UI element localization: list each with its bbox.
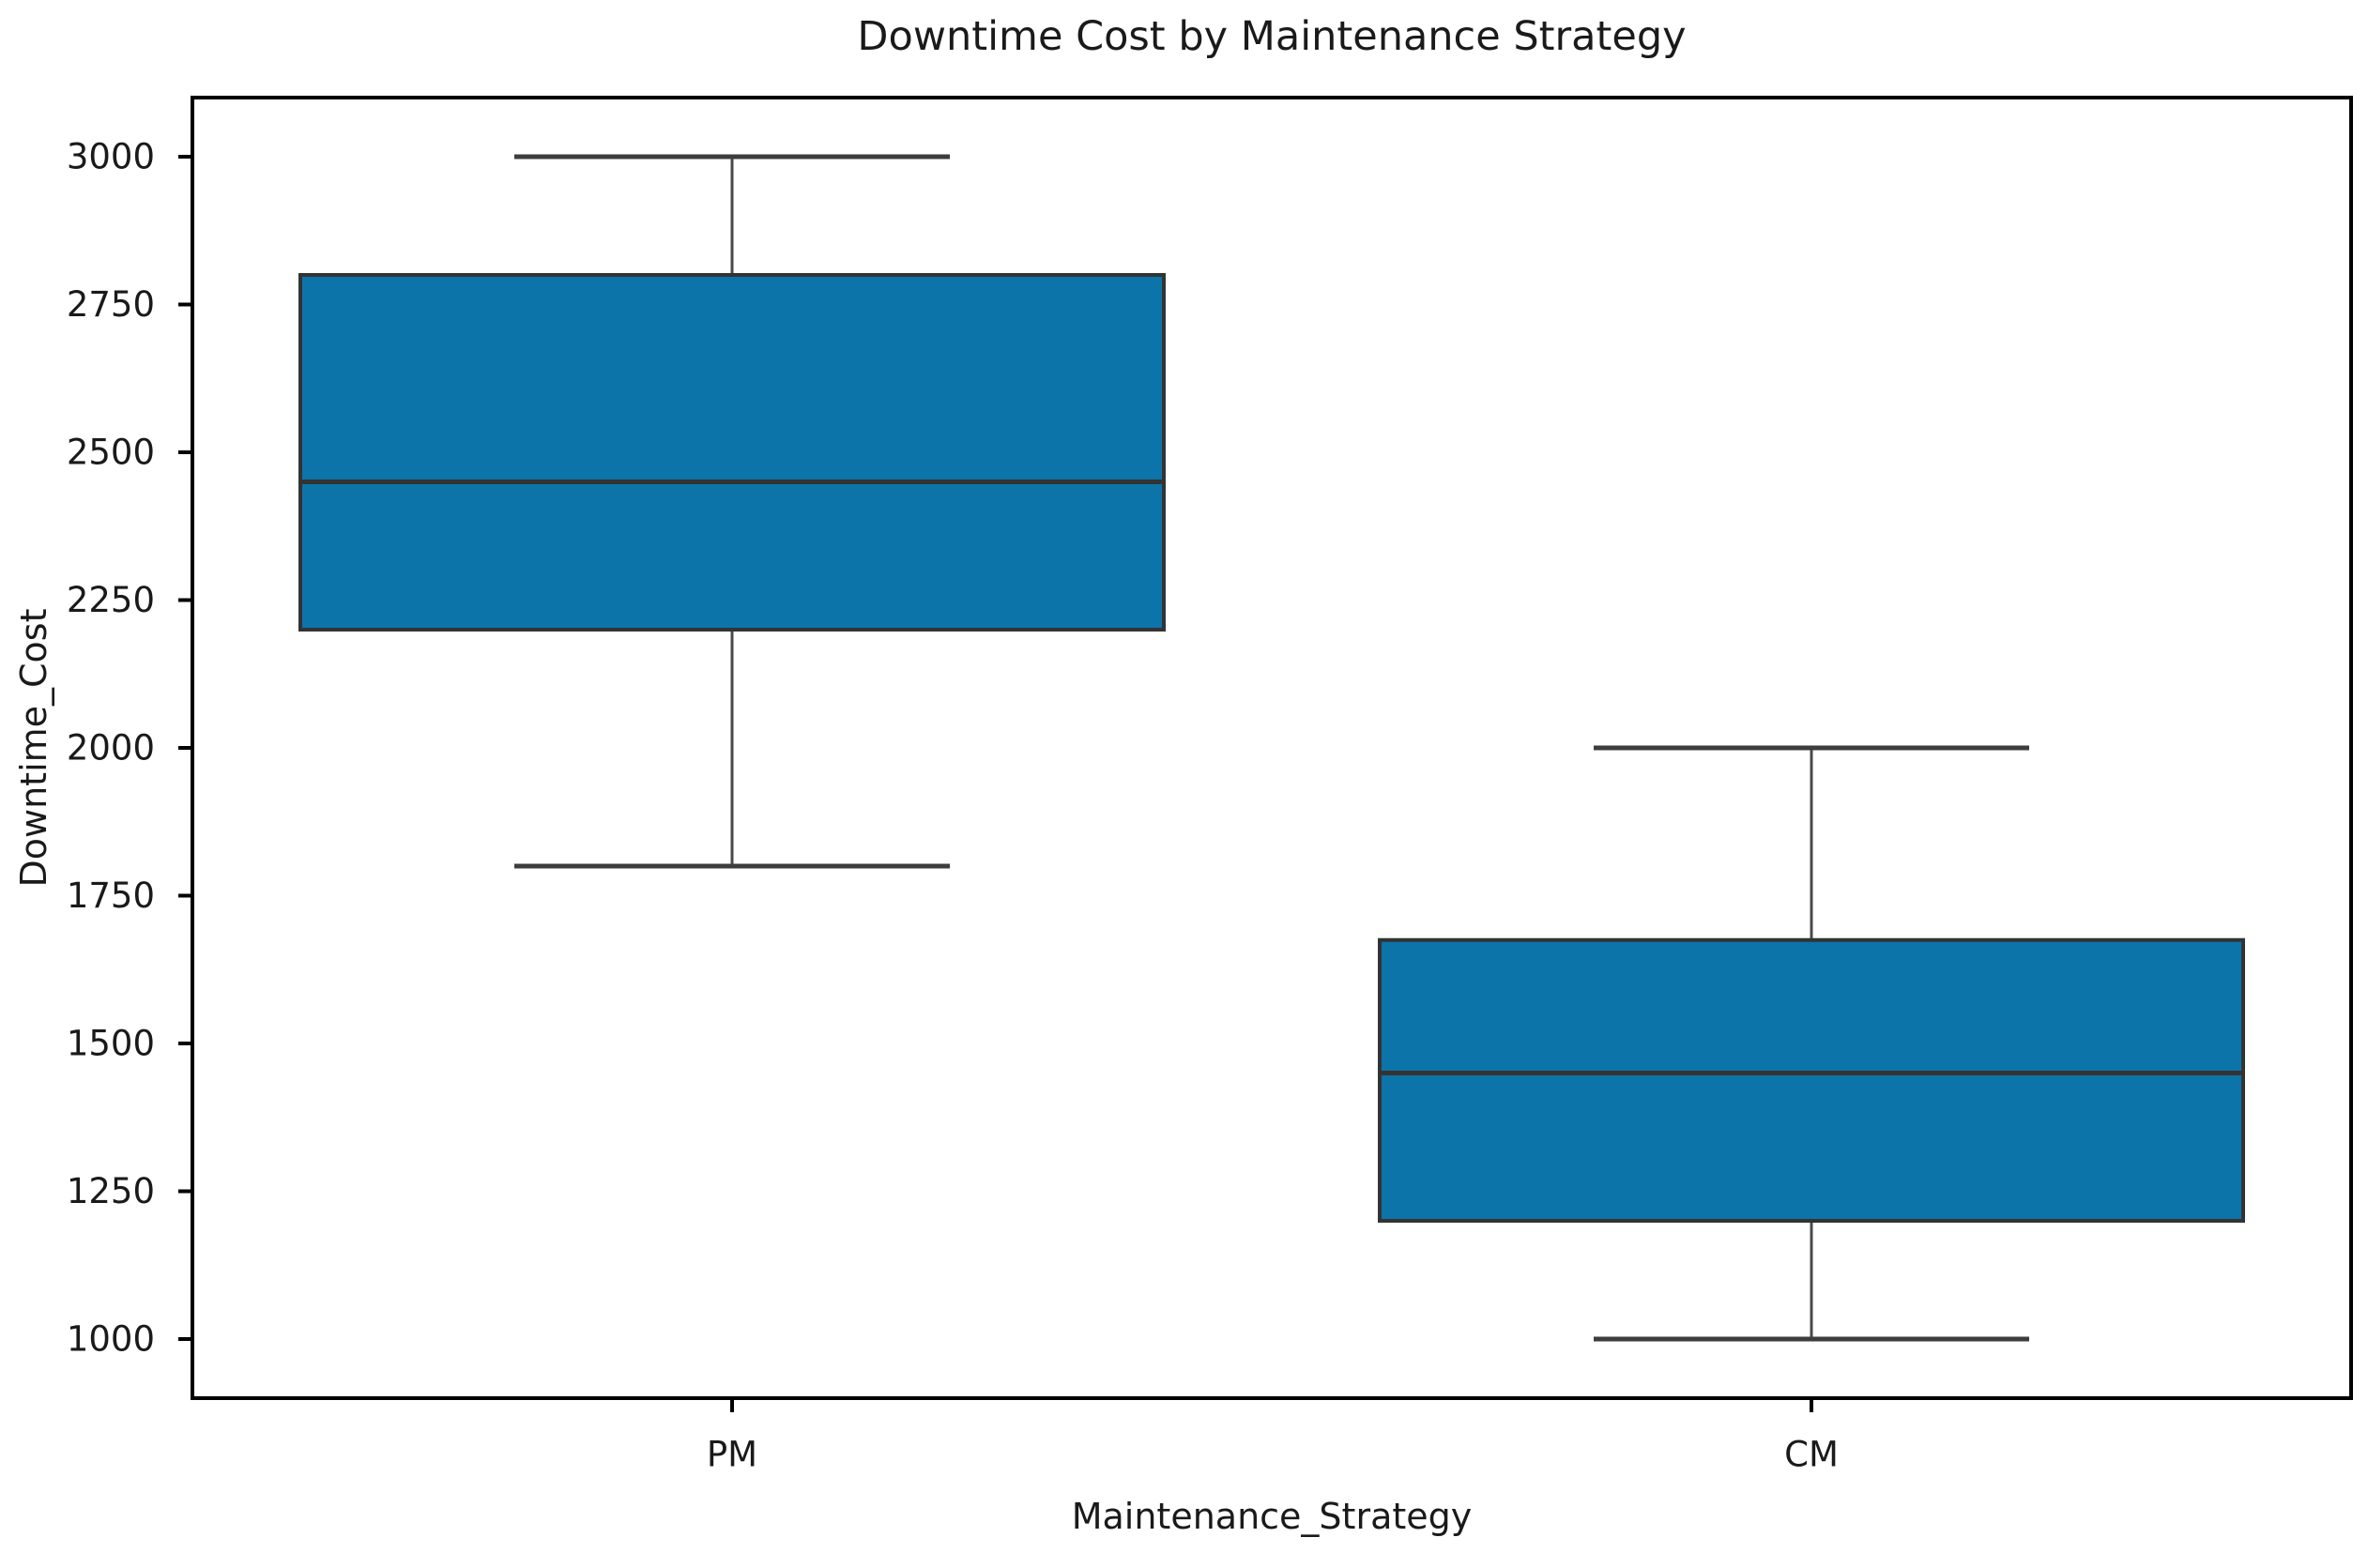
x-tick-label: CM <box>1784 1435 1839 1475</box>
y-tick-label: 1250 <box>67 1171 155 1211</box>
chart-title: Downtime Cost by Maintenance Strategy <box>857 13 1687 60</box>
box-CM <box>1378 937 2245 1223</box>
y-axis-label: Downtime_Cost <box>13 608 54 888</box>
y-tick-label: 2500 <box>67 433 155 473</box>
y-tick-label: 2250 <box>67 580 155 620</box>
y-tick-label: 1750 <box>67 875 155 916</box>
y-tick-label: 3000 <box>67 137 155 177</box>
x-tick-label: PM <box>707 1435 757 1475</box>
y-tick-label: 1500 <box>67 1024 155 1064</box>
y-tick-label: 2000 <box>67 728 155 769</box>
box-PM <box>298 273 1166 632</box>
axes-frame <box>191 96 2353 1400</box>
x-axis-label: Maintenance_Strategy <box>1071 1496 1473 1537</box>
y-tick-label: 1000 <box>67 1319 155 1360</box>
y-tick-label: 2750 <box>67 284 155 325</box>
